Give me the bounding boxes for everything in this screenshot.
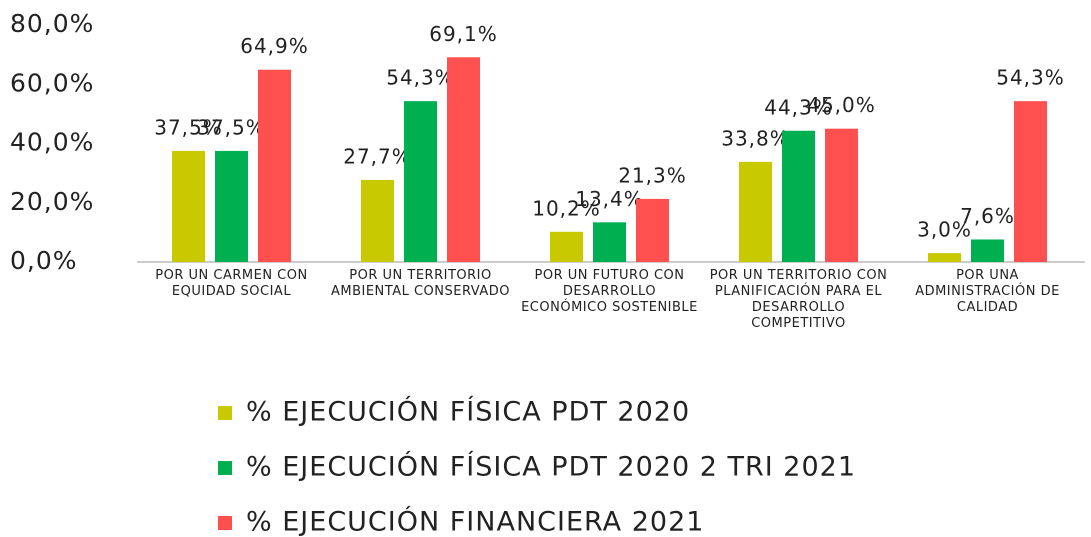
- data-label: 27,7%: [343, 144, 412, 168]
- data-label: 13,4%: [575, 187, 644, 211]
- data-label: 44,3%: [764, 95, 833, 119]
- x-tick-label-box: POR UNA ADMINISTRACIÓN DE CALIDAD: [915, 268, 1060, 315]
- y-tick-label: 60,0%: [10, 68, 94, 97]
- x-tick-label: POR UN TERRITORIO CON PLANIFICACIÓN PARA…: [709, 268, 888, 331]
- x-tick-label: POR UN CARMEN CON EQUIDAD SOCIAL: [155, 268, 308, 299]
- y-tick-label: 20,0%: [10, 187, 94, 216]
- y-tick-label: 40,0%: [10, 128, 94, 157]
- bar: [928, 253, 961, 262]
- x-tick-label-box: POR UN FUTURO CON DESARROLLO ECONÓMICO S…: [521, 268, 698, 315]
- bar: [447, 57, 480, 263]
- bar: [782, 130, 815, 262]
- data-label: 10,2%: [532, 196, 601, 220]
- bar: [636, 198, 669, 262]
- bar: [971, 239, 1004, 262]
- y-tick-label: 80,0%: [10, 9, 94, 38]
- legend-swatch: [218, 406, 232, 420]
- bar: [1014, 101, 1047, 262]
- data-label: 64,9%: [240, 34, 309, 58]
- data-label: 45,0%: [807, 93, 876, 117]
- data-label: 54,3%: [386, 66, 455, 90]
- bar: [215, 150, 248, 262]
- bar: [361, 179, 394, 262]
- legend-label: % EJECUCIÓN FINANCIERA 2021: [246, 506, 704, 537]
- bar: [825, 128, 858, 262]
- data-label: 37,5%: [197, 115, 266, 139]
- bar: [593, 222, 626, 262]
- x-tick-label: POR UN FUTURO CON DESARROLLO ECONÓMICO S…: [521, 268, 698, 315]
- data-label: 3,0%: [917, 218, 972, 242]
- x-tick-label-box: POR UN TERRITORIO AMBIENTAL CONSERVADO: [330, 268, 511, 299]
- bar: [258, 69, 291, 262]
- data-label: 33,8%: [721, 126, 790, 150]
- data-label: 54,3%: [996, 66, 1065, 90]
- x-tick-label: POR UN TERRITORIO AMBIENTAL CONSERVADO: [330, 268, 511, 299]
- data-label: 7,6%: [960, 204, 1015, 228]
- data-label: 69,1%: [429, 22, 498, 46]
- legend-label: % EJECUCIÓN FÍSICA PDT 2020 2 TRI 2021: [246, 451, 856, 483]
- bar: [172, 150, 205, 262]
- y-tick-label: 0,0%: [10, 246, 78, 275]
- legend-label: % EJECUCIÓN FÍSICA PDT 2020: [246, 396, 690, 428]
- bar: [739, 161, 772, 262]
- x-tick-label-box: POR UN CARMEN CON EQUIDAD SOCIAL: [155, 268, 308, 299]
- bar: [550, 231, 583, 262]
- data-label: 37,5%: [154, 115, 223, 139]
- bar: [404, 101, 437, 262]
- data-label: 21,3%: [618, 163, 687, 187]
- x-tick-label-box: POR UN TERRITORIO CON PLANIFICACIÓN PARA…: [709, 268, 888, 331]
- x-tick-label: POR UNA ADMINISTRACIÓN DE CALIDAD: [915, 268, 1060, 315]
- legend-swatch: [218, 516, 232, 530]
- legend-swatch: [218, 461, 232, 475]
